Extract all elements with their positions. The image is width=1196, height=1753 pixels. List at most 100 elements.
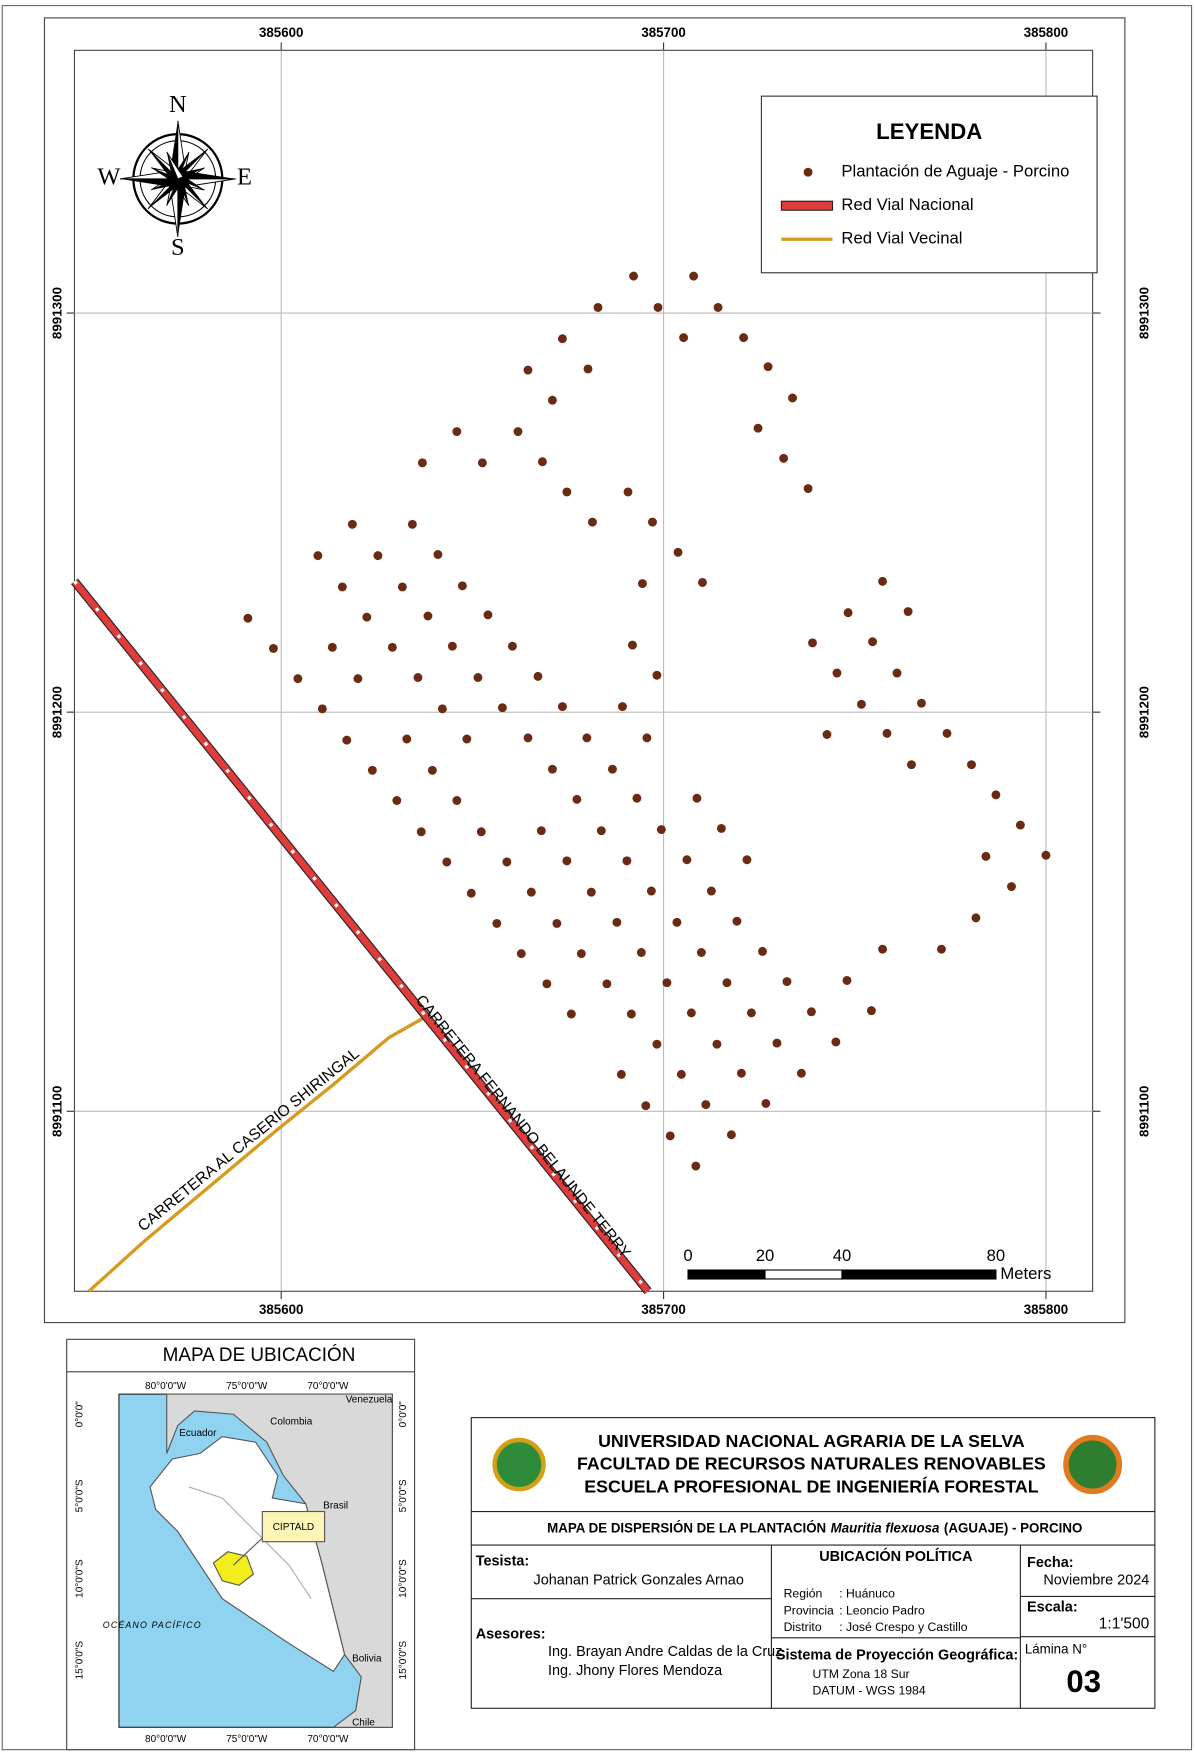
plantation-point [624,487,633,496]
inset-lat-label: 0°0'0" [75,1401,86,1428]
map-title-part: (AGUAJE) - PORCINO [944,1520,1082,1535]
plantation-point [587,888,596,897]
plantation-point [672,918,681,927]
plantation-point [701,1100,710,1109]
plantation-point [833,669,842,678]
plantation-point [477,827,486,836]
scale-unit: Meters [1000,1264,1051,1283]
plantation-point [318,704,327,713]
asesor: Ing. Jhony Flores Mendoza [548,1663,723,1679]
plantation-point [823,730,832,739]
plantation-point [338,582,347,591]
plantation-point [594,303,603,312]
plantation-point [328,643,337,652]
plantation-point [788,394,797,403]
plantation-point [524,366,533,375]
plantation-point [584,364,593,373]
compass-s: S [171,234,185,261]
plantation-point [572,795,581,804]
plantation-point [408,520,417,529]
plantation-point [622,856,631,865]
plantation-point [714,303,723,312]
plantation-point [652,671,661,680]
plantation-point [783,977,792,986]
plantation-point [698,578,707,587]
y-tick-label: 8991100 [1136,1086,1151,1137]
plantation-point [524,733,533,742]
legend-national [781,201,832,210]
plantation-point [654,303,663,312]
x-tick-label: 385600 [259,1302,303,1317]
plantation-point [648,518,657,527]
plantation-point [754,424,763,433]
plantation-point [647,887,656,896]
inset-place: Venezuela [346,1394,393,1405]
plantation-point [761,1099,770,1108]
compass-n: N [169,91,187,118]
plantation-point [893,669,902,678]
plantation-point [904,607,913,616]
x-tick-label: 385700 [641,25,685,40]
tesista-label: Tesista: [476,1554,530,1570]
plantation-point [831,1037,840,1046]
legend-item: Plantación de Aguaje - Porcino [841,162,1069,181]
inset-lon-label: 75°0'0"W [226,1381,268,1392]
plantation-point [562,856,571,865]
asesor: Ing. Brayan Andre Caldas de la Cruz [548,1644,782,1660]
inset-lat-label: 5°0'0"S [75,1479,86,1512]
plantation-point [737,1069,746,1078]
plantation-point [562,487,571,496]
inset-site-label: CIPTALD [273,1522,314,1533]
y-tick-label: 8991100 [49,1086,64,1137]
plantation-point [682,855,691,864]
plantation-point [638,579,647,588]
inset-lat-label: 5°0'0"S [398,1479,409,1512]
legend-item: Red Vial Nacional [841,195,973,214]
plantation-point [428,766,437,775]
plantation-point [423,612,432,621]
plantation-point [674,548,683,557]
plantation-point [514,427,523,436]
scale-label: 40 [833,1246,852,1265]
inset-lat-label: 15°0'0"S [398,1641,409,1680]
plantation-point [612,918,621,927]
plantation-point [808,638,817,647]
plantation-point [632,794,641,803]
plantation-point [991,790,1000,799]
plantation-point [662,978,671,987]
scale-label: 20 [756,1246,775,1265]
inset-place: Ecuador [179,1428,217,1439]
plantation-point [717,824,726,833]
ubicacion-key: Región [784,1586,823,1600]
compass-w: W [97,163,121,190]
sistema: DATUM - WGS 1984 [813,1684,926,1698]
plantation-point [458,581,467,590]
plantation-point [484,610,493,619]
plantation-point [917,699,926,708]
plantation-point [388,643,397,652]
plantation-point [462,735,471,744]
plantation-point [843,976,852,985]
plantation-point [368,766,377,775]
inset-lat-label: 10°0'0"S [398,1559,409,1598]
plantation-point [402,735,411,744]
plantation-point [844,608,853,617]
plantation-point [618,702,627,711]
scale-segment [765,1270,842,1279]
plantation-point [967,760,976,769]
plantation-point [727,1130,736,1139]
scale-label: 0 [683,1246,692,1265]
inset-lon-label: 75°0'0"W [226,1734,268,1745]
ubicacion-title: UBICACIÓN POLÍTICA [819,1547,973,1565]
plantation-point [582,733,591,742]
x-tick-label: 385800 [1024,1302,1068,1317]
plantation-point [937,945,946,954]
plantation-point [269,644,278,653]
plantation-point [689,272,698,281]
plantation-point [537,826,546,835]
plantation-point [867,1006,876,1015]
legend-title: LEYENDA [876,119,982,144]
plantation-point [739,333,748,342]
plantation-point [398,582,407,591]
plantation-point [878,945,887,954]
